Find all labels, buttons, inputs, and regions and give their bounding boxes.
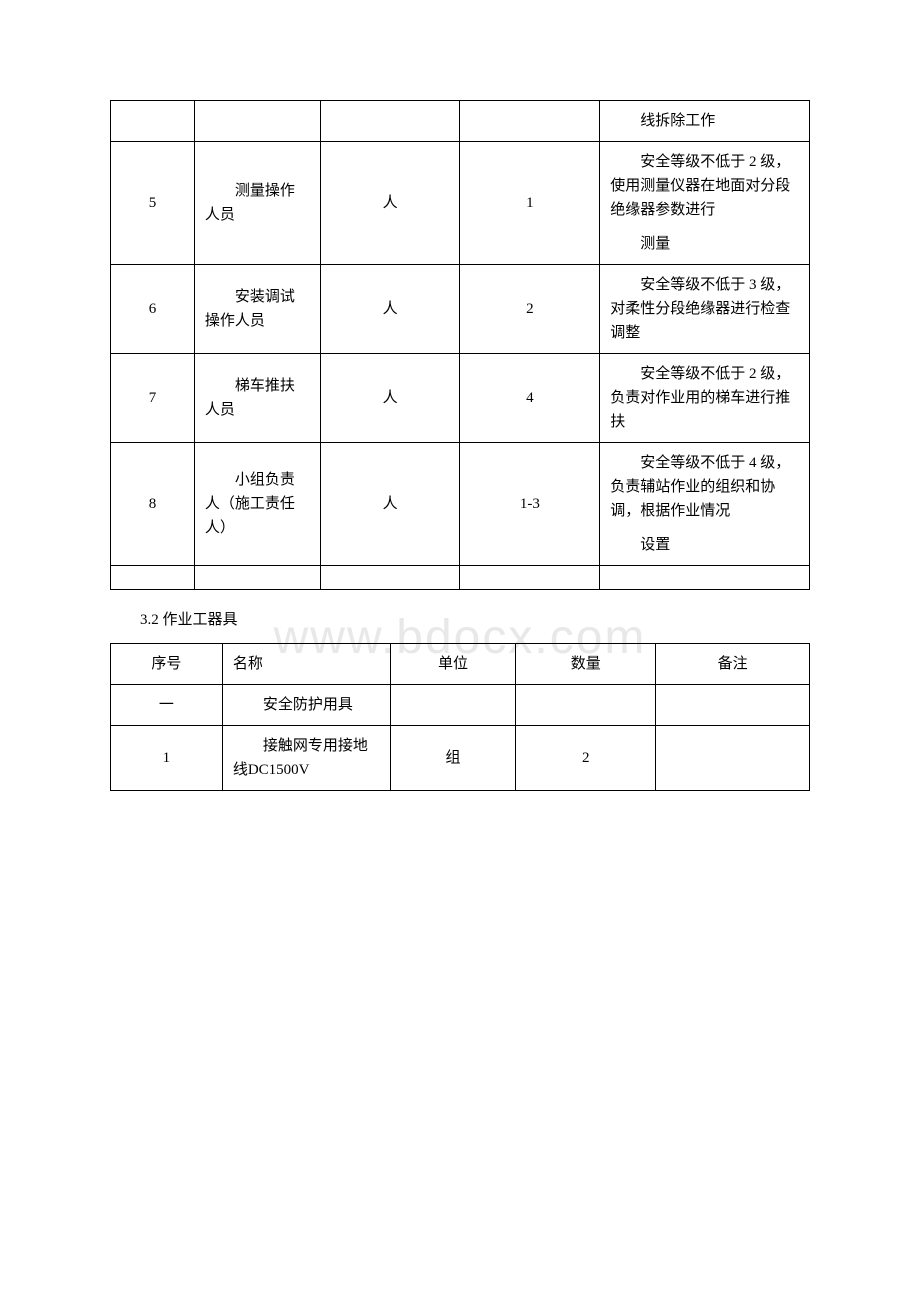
cell-empty xyxy=(460,566,600,590)
cell-qty: 1-3 xyxy=(460,443,600,566)
name-text: 安全防护用具 xyxy=(233,693,380,717)
header-qty: 数量 xyxy=(516,644,656,685)
cell-qty xyxy=(516,685,656,726)
name-text: 接触网专用接地线DC1500V xyxy=(233,734,380,782)
role-text: 梯车推扶人员 xyxy=(205,374,310,422)
cell-note xyxy=(656,726,810,791)
section-title: 3.2 作业工器具 xyxy=(140,608,810,629)
cell-role: 测量操作人员 xyxy=(194,142,320,265)
cell-seq: 1 xyxy=(111,726,223,791)
table-row: 7 梯车推扶人员 人 4 安全等级不低于 2 级，负责对作业用的梯车进行推扶 xyxy=(111,354,810,443)
cell-unit: 组 xyxy=(390,726,516,791)
cell-seq: 5 xyxy=(111,142,195,265)
cell-qty: 4 xyxy=(460,354,600,443)
header-seq: 序号 xyxy=(111,644,223,685)
note-sub: 设置 xyxy=(610,533,799,557)
table-row: 8 小组负责人（施工责任人） 人 1-3 安全等级不低于 4 级，负责辅站作业的… xyxy=(111,443,810,566)
cell-seq: 7 xyxy=(111,354,195,443)
table-row: 线拆除工作 xyxy=(111,101,810,142)
role-text: 测量操作人员 xyxy=(205,179,310,227)
tools-table: 序号 名称 单位 数量 备注 一 安全防护用具 1 接触网专用接地线DC1500… xyxy=(110,643,810,791)
cell-unit: 人 xyxy=(320,142,460,265)
note-sub: 测量 xyxy=(610,232,799,256)
cell-qty xyxy=(460,101,600,142)
cell-unit xyxy=(390,685,516,726)
note-main: 安全等级不低于 3 级，对柔性分段绝缘器进行检查调整 xyxy=(610,273,799,345)
cell-empty xyxy=(111,566,195,590)
note-main: 安全等级不低于 4 级，负责辅站作业的组织和协调，根据作业情况 xyxy=(610,451,799,523)
cell-seq: 8 xyxy=(111,443,195,566)
note-main: 安全等级不低于 2 级，使用测量仪器在地面对分段绝缘器参数进行 xyxy=(610,150,799,222)
table-row: 1 接触网专用接地线DC1500V 组 2 xyxy=(111,726,810,791)
cell-unit: 人 xyxy=(320,265,460,354)
note-main: 线拆除工作 xyxy=(610,109,799,133)
cell-unit: 人 xyxy=(320,443,460,566)
cell-name: 接触网专用接地线DC1500V xyxy=(222,726,390,791)
cell-seq: 6 xyxy=(111,265,195,354)
table-row: 6 安装调试操作人员 人 2 安全等级不低于 3 级，对柔性分段绝缘器进行检查调… xyxy=(111,265,810,354)
table-row: 5 测量操作人员 人 1 安全等级不低于 2 级，使用测量仪器在地面对分段绝缘器… xyxy=(111,142,810,265)
header-name: 名称 xyxy=(222,644,390,685)
cell-unit: 人 xyxy=(320,354,460,443)
cell-name: 安全防护用具 xyxy=(222,685,390,726)
cell-note xyxy=(656,685,810,726)
cell-note: 安全等级不低于 2 级，负责对作业用的梯车进行推扶 xyxy=(600,354,810,443)
cell-note: 安全等级不低于 2 级，使用测量仪器在地面对分段绝缘器参数进行 测量 xyxy=(600,142,810,265)
table-row: 一 安全防护用具 xyxy=(111,685,810,726)
cell-note: 安全等级不低于 3 级，对柔性分段绝缘器进行检查调整 xyxy=(600,265,810,354)
cell-note: 线拆除工作 xyxy=(600,101,810,142)
cell-role: 小组负责人（施工责任人） xyxy=(194,443,320,566)
cell-empty xyxy=(194,566,320,590)
role-text: 安装调试操作人员 xyxy=(205,285,310,333)
cell-empty xyxy=(320,566,460,590)
cell-qty: 2 xyxy=(516,726,656,791)
cell-seq xyxy=(111,101,195,142)
role-text: 小组负责人（施工责任人） xyxy=(205,468,310,540)
cell-role: 梯车推扶人员 xyxy=(194,354,320,443)
cell-qty: 2 xyxy=(460,265,600,354)
cell-role: 安装调试操作人员 xyxy=(194,265,320,354)
table-row-empty xyxy=(111,566,810,590)
cell-unit xyxy=(320,101,460,142)
cell-role xyxy=(194,101,320,142)
note-main: 安全等级不低于 2 级，负责对作业用的梯车进行推扶 xyxy=(610,362,799,434)
header-unit: 单位 xyxy=(390,644,516,685)
cell-empty xyxy=(600,566,810,590)
header-note: 备注 xyxy=(656,644,810,685)
cell-seq: 一 xyxy=(111,685,223,726)
cell-note: 安全等级不低于 4 级，负责辅站作业的组织和协调，根据作业情况 设置 xyxy=(600,443,810,566)
table-header-row: 序号 名称 单位 数量 备注 xyxy=(111,644,810,685)
cell-qty: 1 xyxy=(460,142,600,265)
personnel-table: 线拆除工作 5 测量操作人员 人 1 安全等级不低于 2 级，使用测量仪器在地面… xyxy=(110,100,810,590)
